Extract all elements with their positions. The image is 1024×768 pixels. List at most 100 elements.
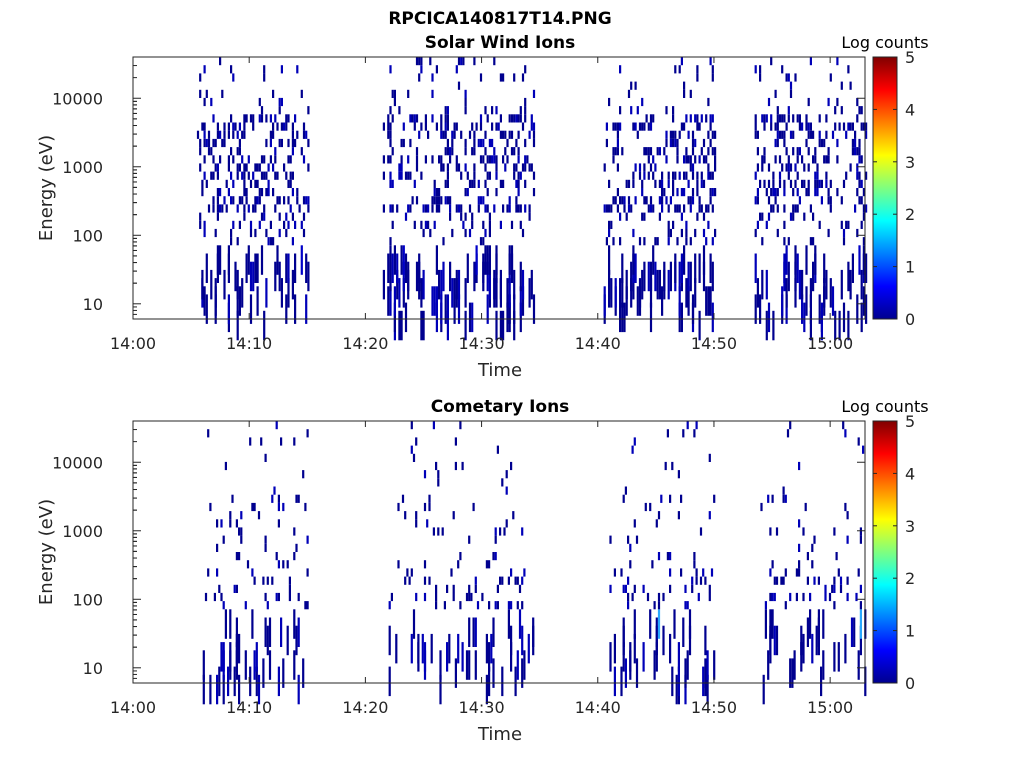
spectrogram-pixel xyxy=(647,122,650,131)
spectrogram-pixel xyxy=(807,122,810,131)
spectrogram-pixel xyxy=(442,130,445,139)
spectrogram-pixel xyxy=(285,228,288,238)
spectrogram-pixel xyxy=(521,73,525,82)
spectrogram-pixel xyxy=(860,196,863,205)
spectrogram-pixel xyxy=(245,253,248,283)
spectrogram-pixel xyxy=(854,138,857,148)
spectrogram-pixel xyxy=(671,666,674,697)
spectrogram-pixel xyxy=(420,278,423,308)
spectrogram-pixel xyxy=(295,625,298,656)
spectrogram-pixel xyxy=(435,188,438,197)
spectrogram-pixel xyxy=(499,527,502,536)
spectrogram-pixel xyxy=(794,261,797,292)
spectrogram-pixel xyxy=(793,650,796,680)
spectrogram-pixel xyxy=(660,494,663,503)
spectrogram-pixel xyxy=(492,617,495,647)
spectrogram-pixel xyxy=(633,609,636,639)
spectrogram-pixel xyxy=(446,163,449,172)
spectrogram-pixel xyxy=(431,286,434,316)
spectrogram-pixel xyxy=(212,155,215,164)
spectrogram-pixel xyxy=(612,155,615,164)
spectrogram-pixel xyxy=(811,633,814,664)
spectrogram-pixel xyxy=(397,560,400,569)
spectrogram-pixel xyxy=(676,204,679,213)
spectrogram-pixel xyxy=(235,617,238,647)
spectrogram-pixel xyxy=(473,179,476,188)
spectrogram-pixel xyxy=(393,302,396,333)
spectrogram-pixel xyxy=(694,138,697,148)
spectrogram-pixel xyxy=(258,163,261,172)
spectrogram-pixel xyxy=(803,179,806,188)
spectrogram-pixel xyxy=(247,245,250,275)
spectrogram-pixel xyxy=(711,204,714,213)
spectrogram-pixel xyxy=(809,122,812,131)
spectrogram-pixel xyxy=(258,97,261,107)
spectrogram-pixel xyxy=(809,592,812,602)
spectrogram-pixel xyxy=(236,171,239,180)
y-tick-label: 10000 xyxy=(52,89,103,108)
spectrogram-pixel xyxy=(296,188,299,197)
spectrogram-pixel xyxy=(207,147,211,156)
spectrogram-pixel xyxy=(446,310,449,341)
spectrogram-pixel xyxy=(669,130,672,139)
spectrogram-pixel xyxy=(495,188,498,197)
spectrogram-pixel xyxy=(435,245,438,275)
spectrogram-pixel xyxy=(446,147,449,156)
spectrogram-pixel xyxy=(459,552,462,561)
spectrogram-pixel xyxy=(776,188,779,197)
spectrogram-pixel xyxy=(262,576,265,585)
spectrogram-pixel xyxy=(524,163,527,172)
spectrogram-pixel xyxy=(858,138,861,148)
spectrogram-pixel xyxy=(621,147,624,156)
spectrogram-pixel xyxy=(479,114,483,123)
spectrogram-pixel xyxy=(817,609,820,639)
spectrogram-pixel xyxy=(479,155,483,164)
spectrogram-pixel xyxy=(486,245,489,275)
spectrogram-pixel xyxy=(662,625,665,656)
spectrogram-pixel xyxy=(711,65,714,74)
spectrogram-pixel xyxy=(404,576,407,585)
spectrogram-pixel xyxy=(858,147,861,156)
spectrogram-pixel xyxy=(435,584,438,593)
spectrogram-pixel xyxy=(827,97,830,107)
spectrogram-pixel xyxy=(486,171,489,180)
colorbar-tick-label: 2 xyxy=(905,205,915,224)
spectrogram-pixel xyxy=(702,228,706,238)
spectrogram-pixel xyxy=(199,73,202,82)
spectrogram-pixel xyxy=(683,245,686,275)
spectrogram-pixel xyxy=(698,204,701,213)
spectrogram-pixel xyxy=(776,138,779,148)
spectrogram-pixel xyxy=(649,609,652,639)
spectrogram-pixel xyxy=(258,188,261,197)
spectrogram-pixel xyxy=(851,138,854,148)
spectrogram-pixel xyxy=(420,57,423,66)
spectrogram-pixel xyxy=(658,196,661,205)
spectrogram-pixel xyxy=(811,560,814,569)
spectrogram-pixel xyxy=(680,228,683,238)
spectrogram-pixel xyxy=(778,114,782,123)
spectrogram-pixel xyxy=(277,494,280,503)
spectrogram-pixel xyxy=(457,269,461,300)
spectrogram-pixel xyxy=(696,65,699,74)
spectrogram-pixel xyxy=(453,278,456,308)
spectrogram-pixel xyxy=(413,122,416,131)
spectrogram-pixel xyxy=(479,196,483,205)
spectrogram-pixel xyxy=(691,196,695,205)
spectrogram-pixel xyxy=(605,122,608,131)
spectrogram-pixel xyxy=(771,592,774,602)
spectrogram-pixel xyxy=(488,138,491,148)
spectrogram-pixel xyxy=(655,617,658,647)
spectrogram-pixel xyxy=(649,163,653,172)
spectrogram-pixel xyxy=(398,163,401,172)
spectrogram-pixel xyxy=(805,122,808,131)
spectrogram-pixel xyxy=(702,179,706,188)
spectrogram-pixel xyxy=(474,584,477,593)
spectrogram-pixel xyxy=(827,196,830,205)
spectrogram-pixel xyxy=(260,212,264,221)
spectrogram-pixel xyxy=(393,97,396,107)
spectrogram-pixel xyxy=(457,633,460,664)
spectrogram-pixel xyxy=(291,188,294,197)
spectrogram-pixel xyxy=(225,179,228,188)
spectrogram-pixel xyxy=(783,204,786,213)
